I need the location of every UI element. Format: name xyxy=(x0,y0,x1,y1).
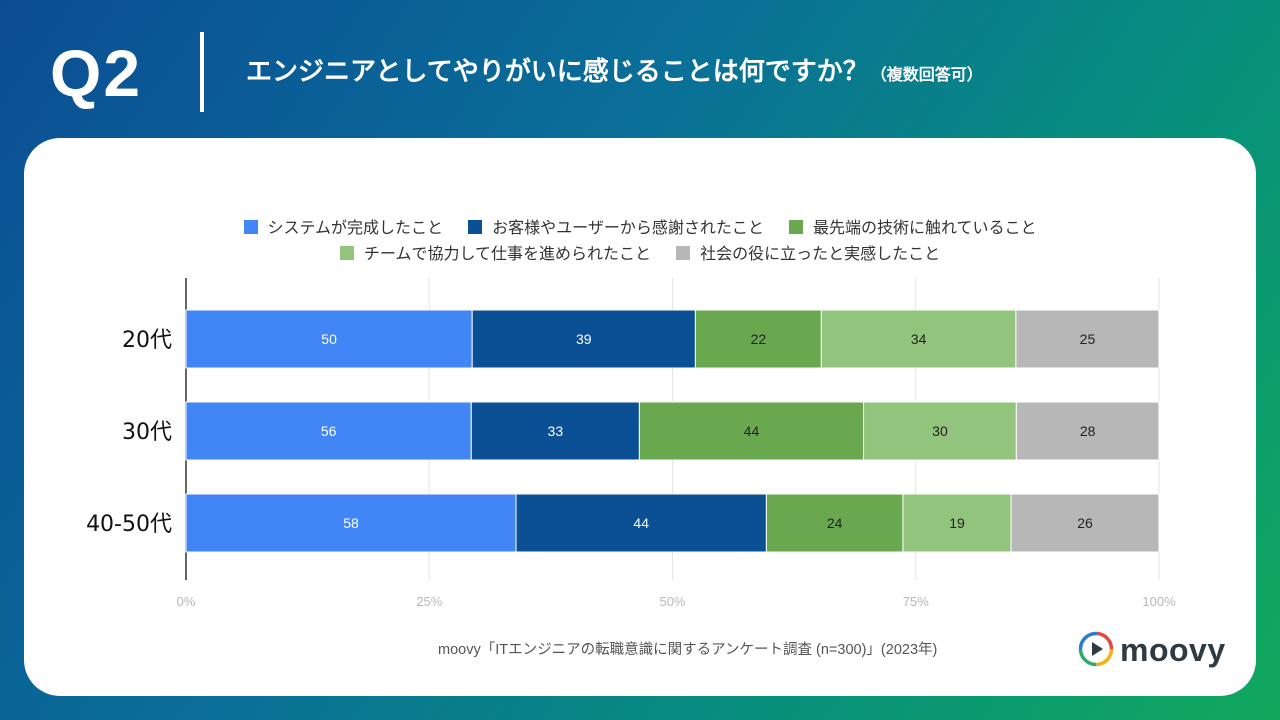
x-tick-label: 0% xyxy=(177,594,196,609)
bar-segment xyxy=(185,309,473,369)
x-tick-label: 75% xyxy=(903,594,929,609)
legend-item-teamwork: チームで協力して仕事を進められたこと xyxy=(339,242,651,266)
legend-item-latest-tech: 最先端の技術に触れていること xyxy=(788,216,1037,240)
legend-label: チームで協力して仕事を進められたこと xyxy=(363,244,651,263)
legend-label: お客様やユーザーから感謝されたこと xyxy=(492,218,764,237)
category-label: 20代 xyxy=(122,328,172,353)
data-label: 28 xyxy=(1080,423,1096,439)
legend-item-social-contribution: 社会の役に立ったと実感したこと xyxy=(676,242,940,266)
bar-segment xyxy=(1010,493,1160,553)
bar-segment xyxy=(1015,401,1160,461)
legend-swatch xyxy=(468,220,483,234)
legend-item-system-complete: システムが完成したこと xyxy=(243,216,444,240)
data-label: 24 xyxy=(827,515,843,531)
title-text: エンジニアとしてやりがいに感じることは何ですか？ xyxy=(246,57,869,87)
data-label: 34 xyxy=(911,331,927,347)
data-label: 26 xyxy=(1077,515,1093,531)
data-label: 50 xyxy=(321,331,337,347)
category-label: 40-50代 xyxy=(86,512,172,537)
data-label: 22 xyxy=(751,331,767,347)
source-citation: moovy「ITエンジニアの転職意識に関するアンケート調査 (n=300)」(2… xyxy=(438,642,938,658)
legend-swatch xyxy=(339,246,354,260)
bar-segment xyxy=(765,493,904,553)
bar-segment xyxy=(863,401,1017,461)
bar-segment xyxy=(471,309,696,369)
legend-swatch xyxy=(676,246,691,260)
bar-segment xyxy=(515,493,767,553)
legend-item-customer-thanks: お客様やユーザーから感謝されたこと xyxy=(468,216,764,240)
data-label: 30 xyxy=(932,423,948,439)
legend-swatch xyxy=(788,220,803,234)
legend-row-2: チームで協力して仕事を進められたこと 社会の役に立ったと実感したこと xyxy=(0,242,1280,266)
page-title: エンジニアとしてやりがいに感じることは何ですか？ （複数回答可） xyxy=(246,52,983,95)
question-number: Q2 xyxy=(50,36,143,110)
legend-label: 社会の役に立ったと実感したこと xyxy=(700,244,941,263)
x-tick-label: 25% xyxy=(416,594,442,609)
data-label: 58 xyxy=(343,515,359,531)
data-label: 25 xyxy=(1080,331,1096,347)
x-tick-label: 100% xyxy=(1142,594,1176,609)
legend-row-1: システムが完成したこと お客様やユーザーから感謝されたこと 最先端の技術に触れて… xyxy=(0,216,1280,240)
title-subtitle: （複数回答可） xyxy=(870,65,983,84)
legend-label: 最先端の技術に触れていること xyxy=(812,218,1037,237)
play-icon xyxy=(1078,631,1114,667)
bar-segment xyxy=(185,493,517,553)
bar-segment xyxy=(638,401,865,461)
data-label: 33 xyxy=(548,423,564,439)
data-label: 44 xyxy=(744,423,760,439)
category-label: 30代 xyxy=(122,420,172,445)
data-label: 56 xyxy=(321,423,337,439)
bar-segment xyxy=(470,401,640,461)
bar-segment xyxy=(185,401,472,461)
bar-segment xyxy=(820,309,1017,369)
legend-swatch xyxy=(243,220,258,234)
title-divider xyxy=(200,32,204,112)
bar-segment xyxy=(902,493,1012,553)
data-label: 19 xyxy=(949,515,965,531)
legend-label: システムが完成したこと xyxy=(267,218,444,237)
bar-segment xyxy=(1015,309,1160,369)
x-tick-label: 50% xyxy=(659,594,685,609)
data-label: 44 xyxy=(633,515,649,531)
data-label: 39 xyxy=(576,331,592,347)
logo-text: moovy xyxy=(1120,632,1226,668)
